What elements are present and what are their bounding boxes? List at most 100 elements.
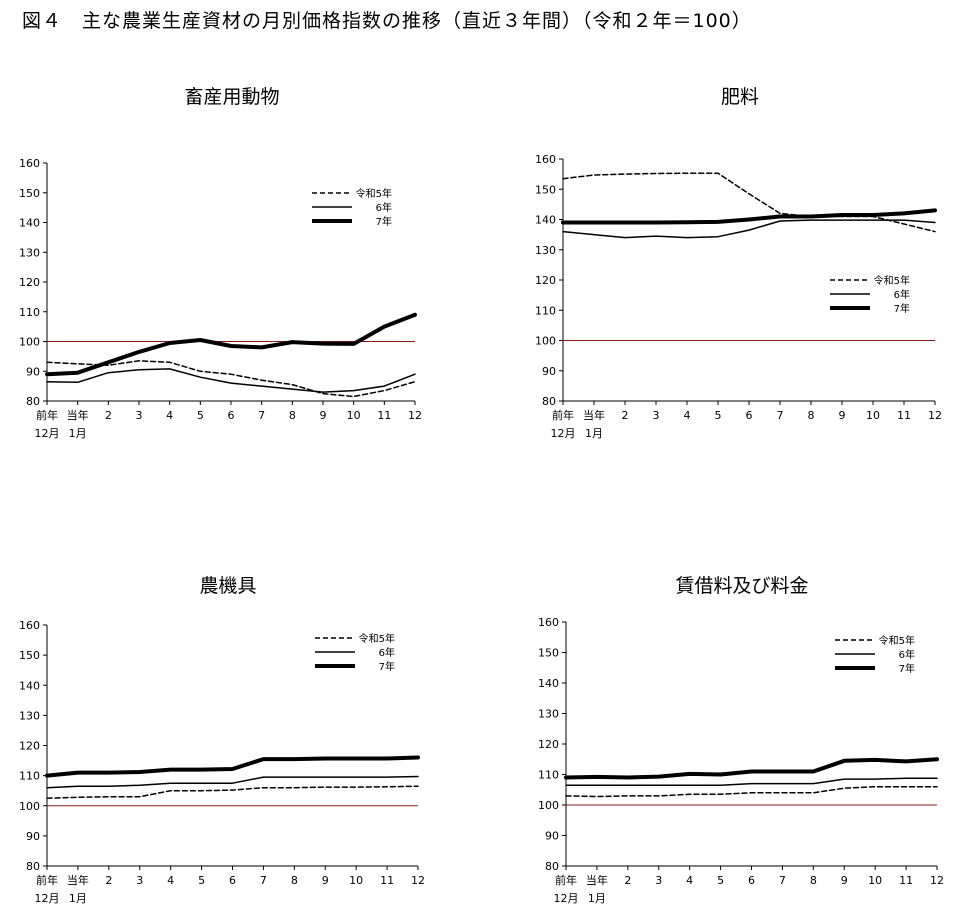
legend-label-2: 6年 bbox=[379, 646, 395, 659]
x-tick-label: 3 bbox=[655, 874, 662, 887]
x-tick-label-sub: 12月 bbox=[35, 427, 60, 440]
y-tick-label: 90 bbox=[26, 830, 40, 843]
series-line-3 bbox=[561, 208, 937, 225]
x-tick-label: 8 bbox=[291, 874, 298, 887]
y-tick-label: 100 bbox=[538, 799, 559, 812]
y-tick-label: 100 bbox=[535, 335, 556, 348]
y-tick-label: 110 bbox=[535, 304, 556, 317]
series-line-1 bbox=[46, 785, 419, 799]
x-tick-label-sub: 12月 bbox=[35, 892, 60, 905]
legend-label-1: 令和5年 bbox=[874, 274, 910, 287]
y-tick-label: 130 bbox=[19, 709, 40, 722]
legend-label-3: 7年 bbox=[899, 662, 915, 675]
x-tick-label: 5 bbox=[198, 874, 205, 887]
x-tick-label-sub: 1月 bbox=[585, 427, 603, 440]
x-tick-label-sub: 12月 bbox=[554, 892, 579, 905]
y-tick-label: 120 bbox=[538, 738, 559, 751]
x-tick-label: 当年 bbox=[67, 408, 89, 422]
y-tick-label: 160 bbox=[535, 153, 556, 166]
x-tick-label: 6 bbox=[228, 409, 235, 422]
series-line-3 bbox=[45, 312, 417, 377]
x-tick-label: 12 bbox=[930, 874, 944, 887]
legend-label-3: 7年 bbox=[894, 302, 910, 315]
y-tick-label: 100 bbox=[19, 800, 40, 813]
x-tick-label: 7 bbox=[260, 874, 267, 887]
x-tick-label: 前年 bbox=[552, 408, 574, 422]
x-tick-label: 2 bbox=[105, 409, 112, 422]
y-tick-label: 120 bbox=[19, 740, 40, 753]
y-tick-label: 80 bbox=[542, 395, 556, 408]
x-tick-label: 前年 bbox=[555, 873, 577, 887]
y-tick-label: 80 bbox=[26, 395, 40, 408]
x-tick-label: 11 bbox=[899, 874, 913, 887]
x-tick-label-sub: 1月 bbox=[69, 892, 87, 905]
x-tick-label: 4 bbox=[684, 409, 691, 422]
x-tick-label: 5 bbox=[197, 409, 204, 422]
x-tick-label: 11 bbox=[897, 409, 911, 422]
y-tick-label: 120 bbox=[535, 274, 556, 287]
x-tick-label: 6 bbox=[229, 874, 236, 887]
x-tick-label: 7 bbox=[258, 409, 265, 422]
x-tick-label: 6 bbox=[746, 409, 753, 422]
legend-label-3: 7年 bbox=[376, 215, 392, 228]
x-tick-label-sub: 12月 bbox=[551, 427, 576, 440]
x-tick-label: 8 bbox=[289, 409, 296, 422]
y-tick-label: 90 bbox=[542, 365, 556, 378]
series-line-2 bbox=[565, 777, 938, 786]
legend-label-1: 令和5年 bbox=[359, 632, 395, 645]
y-tick-label: 160 bbox=[19, 619, 40, 632]
chart-title: 畜産用動物 bbox=[184, 86, 279, 108]
x-tick-label: 12 bbox=[411, 874, 425, 887]
y-tick-label: 130 bbox=[535, 244, 556, 257]
legend-label-2: 6年 bbox=[376, 201, 392, 214]
y-tick-label: 110 bbox=[19, 306, 40, 319]
y-tick-label: 150 bbox=[19, 649, 40, 662]
x-tick-label-sub: 1月 bbox=[69, 427, 87, 440]
legend-label-3: 7年 bbox=[379, 660, 395, 673]
x-tick-label: 当年 bbox=[67, 873, 89, 887]
series-line-2 bbox=[562, 219, 936, 239]
x-tick-label: 9 bbox=[841, 874, 848, 887]
x-tick-label: 8 bbox=[810, 874, 817, 887]
y-tick-label: 110 bbox=[538, 769, 559, 782]
x-tick-label: 5 bbox=[717, 874, 724, 887]
legend-label-1: 令和5年 bbox=[356, 187, 392, 200]
x-tick-label: 2 bbox=[105, 874, 112, 887]
x-tick-label: 2 bbox=[624, 874, 631, 887]
series-line-3 bbox=[564, 757, 939, 780]
x-tick-label: 11 bbox=[380, 874, 394, 887]
x-tick-label: 12 bbox=[408, 409, 422, 422]
y-tick-label: 140 bbox=[535, 214, 556, 227]
y-tick-label: 100 bbox=[19, 336, 40, 349]
series-line-2 bbox=[46, 368, 416, 393]
y-tick-label: 90 bbox=[545, 830, 559, 843]
y-tick-label: 110 bbox=[19, 770, 40, 783]
x-tick-label: 9 bbox=[320, 409, 327, 422]
legend-label-2: 6年 bbox=[894, 288, 910, 301]
y-tick-label: 90 bbox=[26, 365, 40, 378]
chart-title: 肥料 bbox=[721, 86, 759, 108]
y-tick-label: 130 bbox=[19, 246, 40, 259]
x-tick-label: 3 bbox=[136, 409, 143, 422]
x-tick-label: 4 bbox=[166, 409, 173, 422]
x-tick-label: 7 bbox=[777, 409, 784, 422]
x-tick-label: 当年 bbox=[583, 408, 605, 422]
x-tick-label: 前年 bbox=[36, 408, 58, 422]
page-title: 図４ 主な農業生産資材の月別価格指数の推移（直近３年間）（令和２年＝100） bbox=[22, 10, 752, 32]
x-tick-label: 7 bbox=[779, 874, 786, 887]
y-tick-label: 140 bbox=[19, 679, 40, 692]
x-tick-label: 6 bbox=[748, 874, 755, 887]
legend-label-2: 6年 bbox=[899, 648, 915, 661]
legend-label-1: 令和5年 bbox=[879, 634, 915, 647]
series-line-1 bbox=[565, 785, 938, 798]
x-tick-label: 4 bbox=[167, 874, 174, 887]
x-tick-label: 9 bbox=[322, 874, 329, 887]
y-tick-label: 140 bbox=[538, 677, 559, 690]
chart-title: 農機具 bbox=[199, 575, 256, 597]
x-tick-label: 12 bbox=[928, 409, 942, 422]
x-tick-label-sub: 1月 bbox=[588, 892, 606, 905]
